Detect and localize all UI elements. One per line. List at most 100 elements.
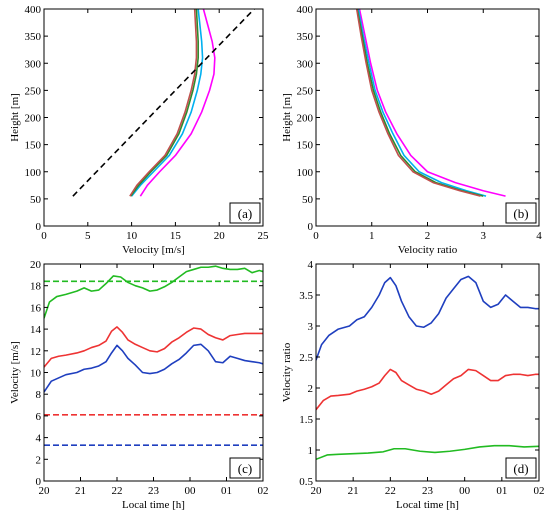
y-axis-label-d: Velocity ratio: [281, 342, 293, 402]
y-tick-label-b: 50: [302, 194, 314, 206]
plot-frame-a: [43, 8, 264, 227]
x-tick-label-c: 00: [185, 485, 197, 497]
y-tick-label-c: 14: [30, 324, 42, 336]
y-tick-label-d: 1: [308, 445, 314, 457]
y-tick-label-c: 12: [30, 346, 41, 358]
plot-frame-b: [315, 8, 540, 227]
y-axis-label-c: Velocity [m/s]: [9, 341, 21, 404]
panel-label-c: (c): [238, 461, 252, 476]
series-line-a-0: [139, 9, 216, 197]
panel-d: 20 21 22 23 00 01 02 0.5 1 1.5 2 2.5 3 3.5 4 Local time…: [281, 259, 545, 511]
y-tick-label-b: 350: [297, 31, 314, 43]
x-tick-label-d: 01: [496, 485, 507, 497]
x-tick-label-b: 4: [536, 230, 542, 242]
series-line-d-2: [316, 444, 539, 461]
y-tick-label-b: 300: [297, 58, 314, 70]
x-tick-label-d: 23: [422, 485, 434, 497]
x-tick-label-d: 21: [348, 485, 359, 497]
panel-label-b: (b): [513, 206, 528, 221]
y-tick-label-b: 100: [297, 167, 314, 179]
series-line-b-3: [355, 9, 481, 197]
x-tick-label-a: 5: [85, 230, 91, 242]
panel-label-box-a: [229, 202, 261, 224]
y-tick-label-a: 150: [25, 140, 42, 152]
x-tick-label-c: 20: [39, 485, 51, 497]
x-tick-label-b: 0: [313, 230, 319, 242]
y-tick-label-d: 0.5: [299, 476, 313, 488]
panel-label-box-d: [505, 457, 537, 479]
x-axis-label-b: Velocity ratio: [398, 244, 458, 256]
y-tick-label-a: 400: [25, 4, 42, 16]
y-tick-label-c: 8: [36, 389, 42, 401]
y-tick-label-d: 3: [308, 321, 314, 333]
x-tick-label-c: 01: [221, 485, 232, 497]
y-tick-label-c: 18: [30, 281, 42, 293]
y-tick-label-b: 400: [297, 4, 314, 16]
series-line-c-0: [44, 265, 263, 319]
y-axis-label-b: Height [m]: [281, 93, 293, 142]
x-tick-label-c: 21: [75, 485, 86, 497]
x-tick-label-b: 1: [369, 230, 375, 242]
y-tick-label-a: 50: [30, 194, 42, 206]
x-tick-label-c: 02: [258, 485, 269, 497]
panel-label-box-b: [505, 202, 537, 224]
y-tick-label-a: 350: [25, 31, 42, 43]
series-line-a-3: [129, 9, 198, 197]
x-tick-label-c: 23: [148, 485, 160, 497]
series-line-b-1: [357, 9, 487, 197]
x-tick-label-d: 00: [459, 485, 471, 497]
y-tick-label-c: 4: [36, 433, 42, 445]
panel-label-a: (a): [238, 206, 252, 221]
x-tick-label-d: 22: [385, 485, 396, 497]
y-tick-label-a: 100: [25, 167, 42, 179]
x-tick-label-c: 22: [112, 485, 123, 497]
y-tick-label-d: 4: [308, 259, 314, 271]
y-tick-label-c: 0: [36, 476, 42, 488]
x-tick-label-a: 10: [126, 230, 138, 242]
y-tick-label-d: 2.5: [299, 352, 313, 364]
y-axis-label-a: Height [m]: [9, 93, 21, 142]
x-tick-label-b: 2: [425, 230, 431, 242]
series-line-d-1: [316, 368, 539, 411]
series-line-a-4: [72, 9, 255, 197]
y-tick-label-c: 10: [30, 368, 42, 380]
x-tick-label-d: 20: [311, 485, 323, 497]
plot-frame-d: [315, 263, 540, 482]
x-tick-label-b: 3: [481, 230, 487, 242]
x-axis-label-a: Velocity [m/s]: [122, 244, 185, 256]
y-tick-label-c: 6: [36, 411, 42, 423]
x-tick-label-a: 20: [214, 230, 226, 242]
panel-label-box-c: [229, 457, 261, 479]
y-tick-label-b: 150: [297, 140, 314, 152]
x-axis-label-d: Local time [h]: [396, 499, 459, 511]
x-tick-label-d: 02: [534, 485, 545, 497]
y-tick-label-d: 1.5: [299, 414, 313, 426]
series-line-b-0: [358, 9, 506, 197]
y-tick-label-d: 2: [308, 383, 314, 395]
panel-b: 0 1 2 3 4 0 50 100 150 200 250 300 350 400 Velocity ra…: [281, 4, 542, 256]
y-tick-label-b: 250: [297, 85, 314, 97]
y-tick-label-b: 200: [297, 113, 314, 125]
y-tick-label-c: 16: [30, 302, 42, 314]
series-line-a-1: [130, 9, 204, 197]
x-tick-label-a: 15: [170, 230, 182, 242]
series-line-c-4: [44, 343, 263, 393]
series-line-d-0: [316, 275, 539, 361]
y-tick-label-c: 20: [30, 259, 42, 271]
x-tick-label-a: 25: [258, 230, 270, 242]
y-tick-label-b: 0: [308, 221, 314, 233]
series-line-a-2: [130, 9, 199, 197]
y-tick-label-d: 3.5: [299, 290, 313, 302]
panel-a: 0 5 10 15 20 25050100150200250300350400Veloci…: [9, 4, 269, 256]
x-axis-label-c: Local time [h]: [122, 499, 185, 511]
y-tick-label-a: 250: [25, 85, 42, 97]
x-tick-label-a: 0: [41, 230, 47, 242]
y-tick-label-a: 0: [36, 221, 42, 233]
y-tick-label-c: 2: [36, 454, 42, 466]
series-line-c-2: [44, 326, 263, 368]
y-tick-label-a: 300: [25, 58, 42, 70]
panel-label-d: (d): [513, 461, 528, 476]
y-tick-label-a: 200: [25, 113, 42, 125]
